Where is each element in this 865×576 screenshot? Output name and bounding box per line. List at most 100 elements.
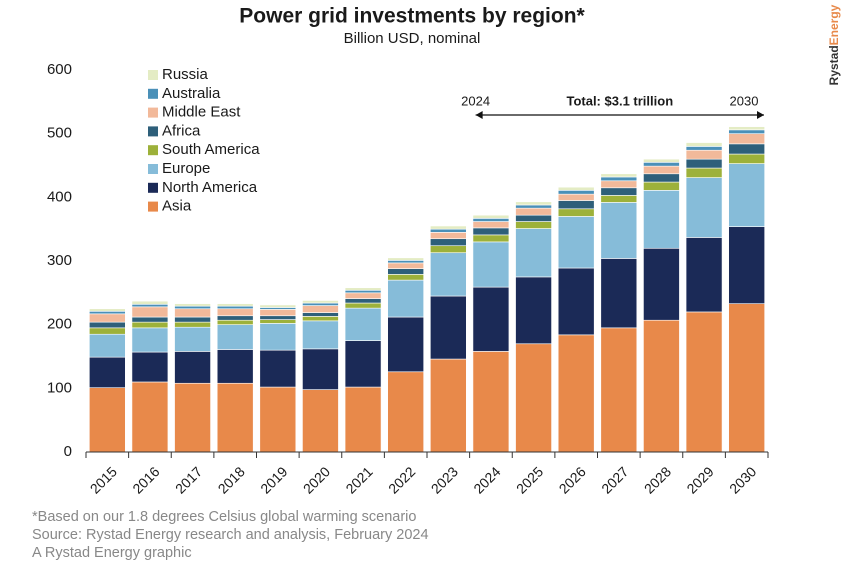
x-tick-label: 2025 [513, 463, 546, 496]
bar-segment [515, 276, 552, 345]
bar-segment [515, 221, 552, 229]
legend-swatch [148, 182, 158, 193]
bar-segment [643, 181, 680, 191]
bar-segment [387, 257, 424, 261]
legend-swatch [148, 145, 158, 156]
bar-segment [430, 252, 467, 297]
bar-segment [216, 315, 254, 321]
bar-segment [515, 214, 552, 222]
bar-segment [216, 382, 254, 453]
x-tick-label: 2020 [300, 463, 333, 496]
bar-segment [302, 305, 339, 313]
bar-segment [643, 247, 680, 321]
bar-segment [259, 323, 297, 351]
bar-segment [259, 386, 297, 453]
legend-label: Africa [162, 122, 201, 139]
bar-segment [131, 300, 169, 305]
bar-segment [131, 321, 169, 329]
bar-segment [685, 237, 723, 313]
x-tick-label: 2026 [556, 463, 589, 496]
bar-segment [89, 310, 126, 315]
bar-segment [472, 241, 510, 288]
bar-segment [174, 305, 211, 310]
bar-segment [643, 165, 680, 175]
footnote: Source: Rystad Energy research and analy… [32, 527, 429, 543]
bar-segment [643, 158, 680, 163]
legend-swatch [148, 201, 158, 212]
bar-segment [344, 289, 382, 294]
bar-segment [430, 245, 467, 254]
bar-segment [174, 316, 211, 323]
legend-label: Australia [162, 85, 221, 102]
annotation-end: 2030 [730, 93, 759, 108]
y-tick-label: 300 [47, 252, 72, 269]
bar-segment [557, 193, 595, 201]
x-tick-label: 2028 [641, 463, 674, 496]
bar-segment [387, 279, 424, 318]
footnote: A Rystad Energy graphic [32, 545, 192, 561]
bar-segment [89, 313, 126, 323]
bar-segment [216, 308, 254, 317]
bar-segment [728, 143, 765, 155]
bar-segment [430, 225, 467, 230]
brand-part: Rystad [827, 45, 841, 85]
legend-swatch [148, 126, 158, 137]
annotation-start: 2024 [461, 93, 490, 108]
bar-segment [259, 309, 297, 317]
bar-segment [728, 126, 765, 131]
legend-label: Middle East [162, 104, 241, 121]
bar-segment [557, 186, 595, 191]
annotation-text: Total: $3.1 trillion [566, 93, 673, 108]
bar-segment [344, 340, 382, 388]
legend-swatch [148, 164, 158, 174]
x-tick-label: 2021 [342, 463, 375, 496]
bar-segment [685, 158, 723, 169]
bar-segment [685, 149, 723, 160]
bar-segment [515, 204, 552, 209]
bar-segment [259, 304, 297, 308]
bar-segment [344, 307, 382, 341]
arrow-head [757, 111, 764, 119]
bar-segment [174, 321, 211, 328]
brand: RystadEnergy [827, 4, 841, 85]
legend-swatch [148, 70, 158, 80]
legend-label: Russia [162, 66, 209, 83]
bar-segment [557, 208, 595, 217]
bar-segment [600, 173, 638, 178]
bar-segment [259, 319, 297, 324]
bar-segment [430, 232, 467, 240]
bar-segment [472, 221, 510, 229]
bar-segment [430, 295, 467, 360]
x-tick-label: 2022 [385, 463, 418, 496]
bar-segment [131, 381, 169, 453]
bar-segment [259, 315, 297, 320]
bar-segment [131, 306, 169, 318]
legend-swatch [148, 88, 158, 99]
x-tick-label: 2024 [470, 463, 503, 496]
bar-segment [387, 260, 424, 264]
bar-segment [387, 268, 424, 275]
legend-label: South America [162, 141, 260, 158]
bar-segment [557, 267, 595, 336]
bar-segment [216, 305, 254, 310]
bar-segment [728, 153, 765, 164]
x-tick-label: 2023 [428, 463, 461, 496]
bar-segment [685, 311, 723, 453]
bar-segment [685, 146, 723, 151]
bar-segment [89, 387, 126, 453]
x-tick-label: 2017 [172, 463, 205, 496]
bar-segment [600, 258, 638, 329]
bar-segment [515, 207, 552, 216]
legend-label: Europe [162, 160, 210, 177]
x-tick-label: 2029 [683, 463, 716, 496]
bar-segment [387, 262, 424, 269]
bar-segment [515, 228, 552, 278]
bar-segment [685, 177, 723, 238]
bar-segment [174, 308, 211, 318]
bar-segment [600, 202, 638, 259]
bar-segment [515, 343, 552, 453]
bar-segment [430, 358, 467, 453]
footnote: *Based on our 1.8 degrees Celsius global… [32, 509, 416, 525]
chart-subtitle: Billion USD, nominal [344, 30, 481, 47]
